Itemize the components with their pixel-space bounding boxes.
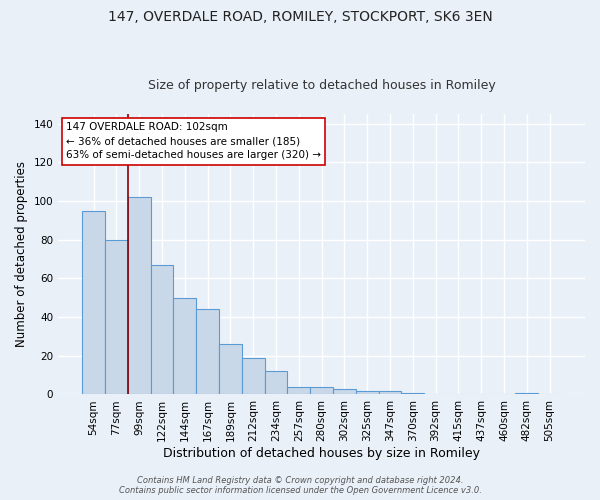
Bar	[128, 197, 151, 394]
Bar	[356, 390, 379, 394]
Bar	[105, 240, 128, 394]
Bar	[515, 392, 538, 394]
Bar	[151, 265, 173, 394]
Bar	[401, 392, 424, 394]
X-axis label: Distribution of detached houses by size in Romiley: Distribution of detached houses by size …	[163, 447, 480, 460]
Title: Size of property relative to detached houses in Romiley: Size of property relative to detached ho…	[148, 79, 496, 92]
Text: 147 OVERDALE ROAD: 102sqm
← 36% of detached houses are smaller (185)
63% of semi: 147 OVERDALE ROAD: 102sqm ← 36% of detac…	[66, 122, 321, 160]
Bar	[265, 371, 287, 394]
Bar	[82, 210, 105, 394]
Bar	[310, 386, 333, 394]
Y-axis label: Number of detached properties: Number of detached properties	[15, 161, 28, 347]
Bar	[242, 358, 265, 395]
Bar	[196, 310, 219, 394]
Bar	[379, 390, 401, 394]
Bar	[173, 298, 196, 394]
Bar	[287, 386, 310, 394]
Bar	[219, 344, 242, 395]
Text: Contains HM Land Registry data © Crown copyright and database right 2024.
Contai: Contains HM Land Registry data © Crown c…	[119, 476, 481, 495]
Bar	[333, 388, 356, 394]
Text: 147, OVERDALE ROAD, ROMILEY, STOCKPORT, SK6 3EN: 147, OVERDALE ROAD, ROMILEY, STOCKPORT, …	[107, 10, 493, 24]
